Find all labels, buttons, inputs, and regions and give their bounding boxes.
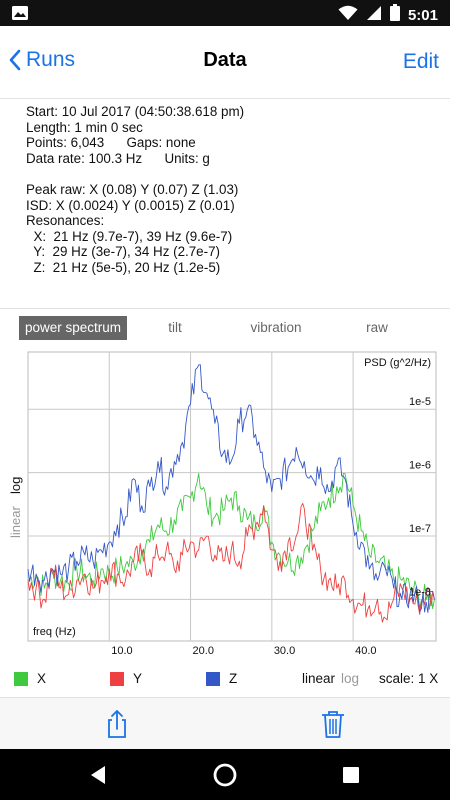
x-tick-label: 20.0	[193, 645, 214, 657]
info-resonances-label: Resonances:	[26, 213, 105, 229]
legend-z-label: Z	[229, 671, 238, 686]
chevron-left-icon	[9, 49, 21, 71]
legend-x-label: X	[37, 671, 47, 686]
bottom-toolbar	[0, 697, 450, 749]
run-info: Start: 10 Jul 2017 (04:50:38.618 pm) Len…	[26, 104, 436, 276]
info-resonance-y: Y: 29 Hz (3e-7), 34 Hz (2.7e-7)	[26, 244, 221, 260]
android-recents-button[interactable]	[338, 762, 364, 788]
android-nav-bar	[0, 749, 450, 800]
info-divider	[0, 308, 450, 309]
nav-divider	[0, 98, 450, 99]
back-triangle-icon	[91, 766, 105, 784]
scale-selector[interactable]: scale: 1 X	[379, 671, 439, 686]
y-tick-label: 1e-8	[409, 586, 431, 598]
chart-area: log linear 1e-8 1e-7 1e-6 1e-5 10.0 20.0 30.0 4…	[0, 346, 450, 658]
plot-frame	[27, 351, 437, 642]
android-home-button[interactable]	[212, 762, 238, 788]
recents-square-icon	[343, 767, 359, 783]
home-circle-icon	[213, 763, 237, 787]
y-tick-label: 1e-7	[409, 523, 431, 535]
tab-tilt[interactable]: tilt	[168, 320, 182, 335]
psd-chart[interactable]: 1e-8 1e-7 1e-6 1e-5 10.0 20.0 30.0 40.0 PSD (g^2…	[0, 346, 450, 658]
back-button-label: Runs	[26, 48, 76, 71]
legend-z-swatch	[206, 672, 220, 686]
info-start: Start: 10 Jul 2017 (04:50:38.618 pm)	[26, 104, 245, 119]
battery-icon	[389, 4, 400, 26]
info-isd: ISD: X (0.0024) Y (0.0015) Z (0.01)	[26, 197, 235, 213]
legend-linear-toggle[interactable]: linear	[302, 671, 336, 686]
share-icon	[108, 710, 126, 738]
image-icon	[11, 5, 29, 26]
signal-icon	[366, 5, 382, 26]
tab-vibration[interactable]: vibration	[250, 320, 302, 335]
info-peak-raw: Peak raw: X (0.08) Y (0.07) Z (1.03)	[26, 181, 239, 197]
info-points: Points: 6,043 Gaps: none	[26, 135, 196, 151]
info-data-rate: Data rate: 100.3 Hz Units: g	[26, 150, 210, 166]
nav-bar: Runs Data Edit	[0, 26, 450, 98]
tab-power-spectrum[interactable]: power spectrum	[19, 316, 127, 340]
info-resonance-x: X: 21 Hz (9.7e-7), 39 Hz (9.6e-7)	[26, 228, 233, 244]
series-line-y	[27, 502, 435, 623]
back-button[interactable]: Runs	[8, 48, 75, 72]
y-axis-label: PSD (g^2/Hz)	[364, 357, 431, 369]
legend-log-toggle[interactable]: log	[341, 671, 360, 686]
chart-tabs: power spectrum tilt vibration raw	[0, 313, 450, 343]
legend: X Y Z linear log scale: 1 X	[0, 664, 450, 696]
x-tick-label: 40.0	[355, 645, 376, 657]
x-tick-label: 10.0	[111, 645, 132, 657]
info-resonance-z: Z: 21 Hz (5e-5), 20 Hz (1.2e-5)	[26, 259, 221, 275]
series-line-x	[27, 472, 435, 610]
legend-x-swatch	[14, 672, 28, 686]
status-time: 5:01	[407, 6, 438, 24]
info-length: Length: 1 min 0 sec	[26, 119, 143, 135]
delete-button[interactable]	[317, 708, 349, 740]
edit-button[interactable]: Edit	[402, 50, 439, 73]
status-bar: 5:01	[0, 0, 450, 26]
x-axis-label: freq (Hz)	[33, 626, 76, 638]
x-tick-label: 30.0	[274, 645, 295, 657]
share-button[interactable]	[101, 708, 133, 740]
y-tick-label: 1e-5	[409, 396, 431, 408]
series-line-z	[27, 364, 435, 613]
tab-raw[interactable]: raw	[366, 320, 388, 335]
page-title: Data	[203, 49, 247, 71]
y-tick-label: 1e-6	[409, 460, 431, 472]
legend-y-swatch	[110, 672, 124, 686]
legend-y-label: Y	[133, 671, 143, 686]
wifi-icon	[338, 5, 358, 26]
trash-icon	[322, 711, 344, 738]
android-back-button[interactable]	[86, 762, 112, 788]
